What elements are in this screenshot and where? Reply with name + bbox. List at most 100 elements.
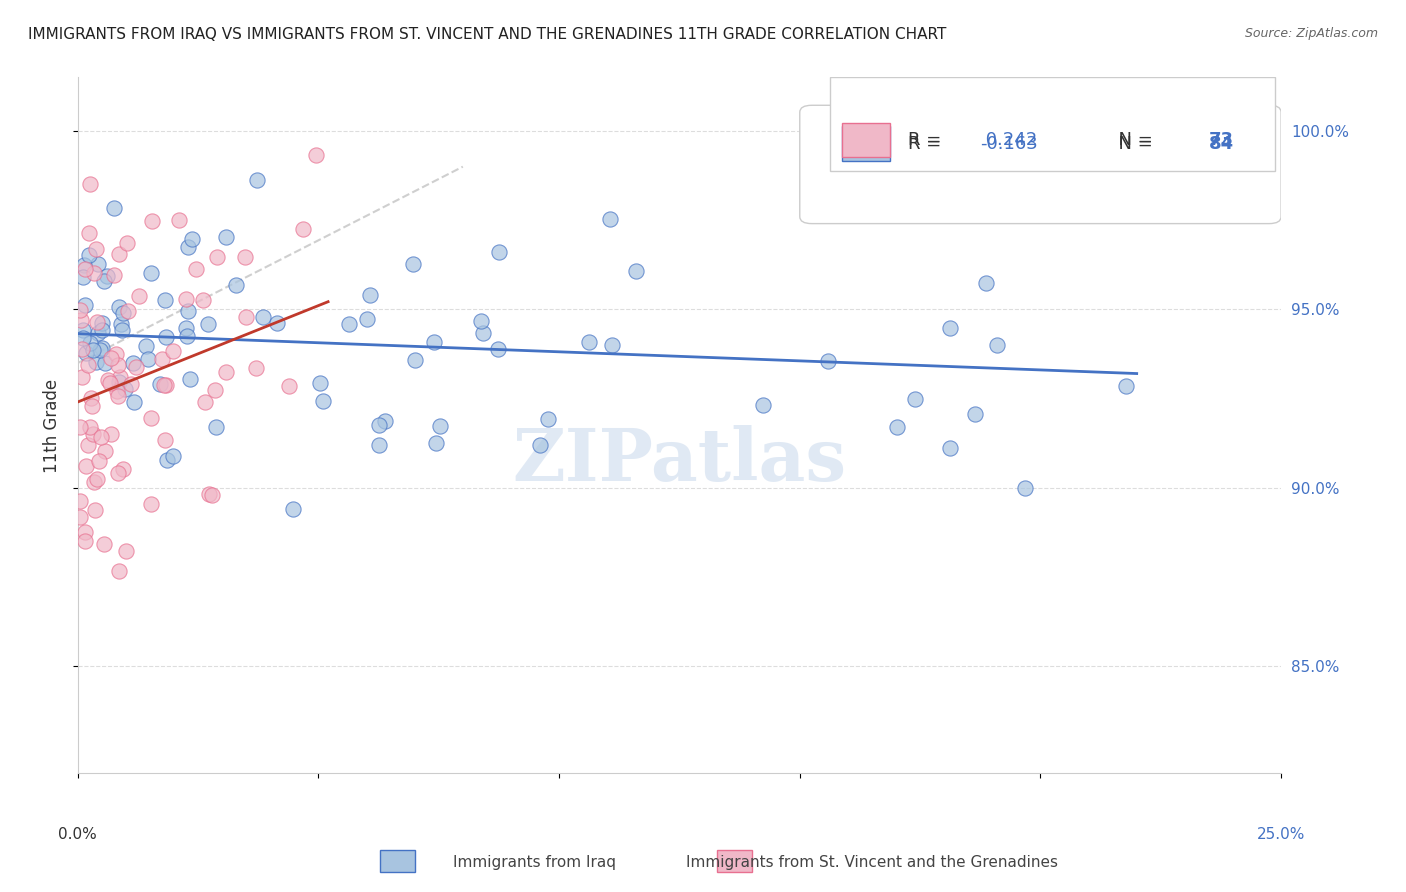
SVG xyxy=(107,358,129,372)
SVG xyxy=(235,310,257,324)
Iraq xyxy=(179,372,201,386)
SVG xyxy=(233,250,256,264)
Iraq xyxy=(938,320,960,334)
SVG xyxy=(186,261,208,276)
Text: 25.0%: 25.0% xyxy=(1257,827,1305,842)
Iraq xyxy=(108,375,131,389)
Iraq xyxy=(135,338,157,352)
SVG xyxy=(205,250,228,264)
SVG xyxy=(162,344,184,359)
Iraq xyxy=(368,417,391,432)
SVG xyxy=(93,444,115,458)
SVG xyxy=(107,466,129,480)
Iraq xyxy=(96,269,118,284)
Iraq xyxy=(600,338,623,352)
SVG xyxy=(98,376,121,390)
Iraq xyxy=(91,324,114,338)
SVG xyxy=(194,394,217,409)
SVG xyxy=(83,475,105,489)
Iraq xyxy=(423,335,446,350)
SVG xyxy=(100,351,122,365)
SVG xyxy=(76,438,98,452)
Iraq xyxy=(337,318,360,332)
FancyBboxPatch shape xyxy=(800,105,1281,224)
SVG xyxy=(115,236,138,251)
SVG xyxy=(245,360,267,375)
Iraq xyxy=(197,317,219,331)
SVG xyxy=(90,430,112,444)
Iraq xyxy=(308,376,330,391)
Iraq xyxy=(93,356,115,370)
Iraq xyxy=(1115,379,1137,393)
Iraq xyxy=(177,303,200,318)
SVG xyxy=(84,502,107,516)
SVG xyxy=(73,524,96,539)
Iraq xyxy=(205,419,228,434)
SVG xyxy=(77,226,100,240)
Text: Source: ZipAtlas.com: Source: ZipAtlas.com xyxy=(1244,27,1378,40)
SVG xyxy=(152,378,174,392)
Iraq xyxy=(312,394,335,409)
SVG xyxy=(292,221,315,235)
SVG xyxy=(201,488,224,502)
Iraq xyxy=(599,211,621,226)
SVG xyxy=(204,384,226,398)
SVG xyxy=(86,315,108,329)
Iraq xyxy=(156,453,179,467)
SVG xyxy=(84,242,107,256)
SVG xyxy=(120,376,142,391)
Text: Immigrants from Iraq: Immigrants from Iraq xyxy=(453,855,616,870)
Iraq xyxy=(425,436,447,450)
Iraq xyxy=(84,354,107,368)
Iraq xyxy=(529,438,551,452)
Iraq xyxy=(72,331,94,345)
Iraq xyxy=(986,338,1008,352)
SVG xyxy=(75,534,97,549)
FancyBboxPatch shape xyxy=(842,123,890,158)
Text: IMMIGRANTS FROM IRAQ VS IMMIGRANTS FROM ST. VINCENT AND THE GRENADINES 11TH GRAD: IMMIGRANTS FROM IRAQ VS IMMIGRANTS FROM … xyxy=(28,27,946,42)
Iraq xyxy=(72,323,94,337)
Text: ZIPatlas: ZIPatlas xyxy=(512,425,846,496)
Iraq xyxy=(368,438,391,452)
Y-axis label: 11th Grade: 11th Grade xyxy=(44,378,60,473)
SVG xyxy=(79,419,101,434)
Iraq xyxy=(963,407,986,421)
Iraq xyxy=(121,356,143,370)
SVG xyxy=(82,399,104,413)
SVG xyxy=(125,360,148,375)
Iraq xyxy=(817,353,839,368)
Iraq xyxy=(404,353,426,368)
SVG xyxy=(112,461,135,475)
SVG xyxy=(197,487,219,501)
SVG xyxy=(105,384,128,398)
Iraq xyxy=(904,392,927,406)
Iraq xyxy=(402,257,425,271)
SVG xyxy=(141,214,163,228)
Iraq xyxy=(537,412,560,426)
Iraq xyxy=(72,269,94,284)
SVG xyxy=(128,289,150,303)
Iraq xyxy=(72,259,94,273)
Text: N =: N = xyxy=(1107,135,1159,153)
Iraq xyxy=(114,382,136,396)
Text: R =: R = xyxy=(908,135,948,153)
SVG xyxy=(278,379,301,393)
FancyBboxPatch shape xyxy=(830,78,1275,171)
SVG xyxy=(107,564,129,578)
Iraq xyxy=(153,293,176,307)
Iraq xyxy=(359,287,381,301)
Iraq xyxy=(73,297,96,311)
Iraq xyxy=(751,398,773,412)
SVG xyxy=(215,365,238,379)
SVG xyxy=(139,411,162,425)
SVG xyxy=(97,373,120,387)
Iraq xyxy=(162,450,184,464)
SVG xyxy=(93,537,115,551)
Iraq xyxy=(174,320,197,334)
SVG xyxy=(73,262,96,277)
Iraq xyxy=(281,501,304,516)
Text: Immigrants from St. Vincent and the Grenadines: Immigrants from St. Vincent and the Gren… xyxy=(686,855,1057,870)
Text: 84: 84 xyxy=(1209,135,1234,153)
Iraq xyxy=(488,245,510,260)
Text: 0.0%: 0.0% xyxy=(59,827,97,842)
